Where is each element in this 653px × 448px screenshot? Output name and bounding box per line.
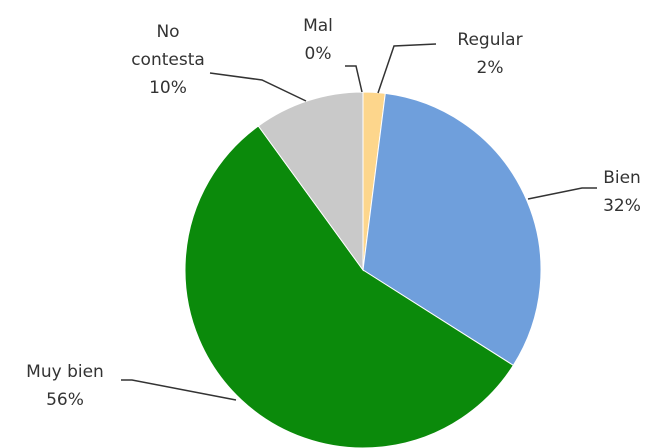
leader-line [209,72,307,102]
pie-slice [184,125,514,448]
value-label: 0% [304,44,332,64]
pie-slice [362,92,542,367]
leader-line [527,187,597,200]
category-label: Bien [603,168,641,188]
leader-line [345,65,363,93]
slice-label: Mal 0% [288,12,348,68]
value-label: 56% [46,390,84,410]
slice-label: Bien 32% [592,164,652,220]
category-label: Regular [457,30,523,50]
slice-label: Muy bien 56% [10,358,120,414]
leader-line [121,379,237,401]
leader-line [377,43,437,94]
value-label: 10% [149,78,187,98]
slice-label: Regular 2% [445,26,535,82]
slice-label: No contesta 10% [123,18,213,102]
pie-slice [257,91,364,272]
category-label: No contesta [131,22,205,70]
value-label: 32% [603,196,641,216]
category-label: Muy bien [26,362,104,382]
value-label: 2% [476,58,504,78]
category-label: Mal [303,16,333,36]
